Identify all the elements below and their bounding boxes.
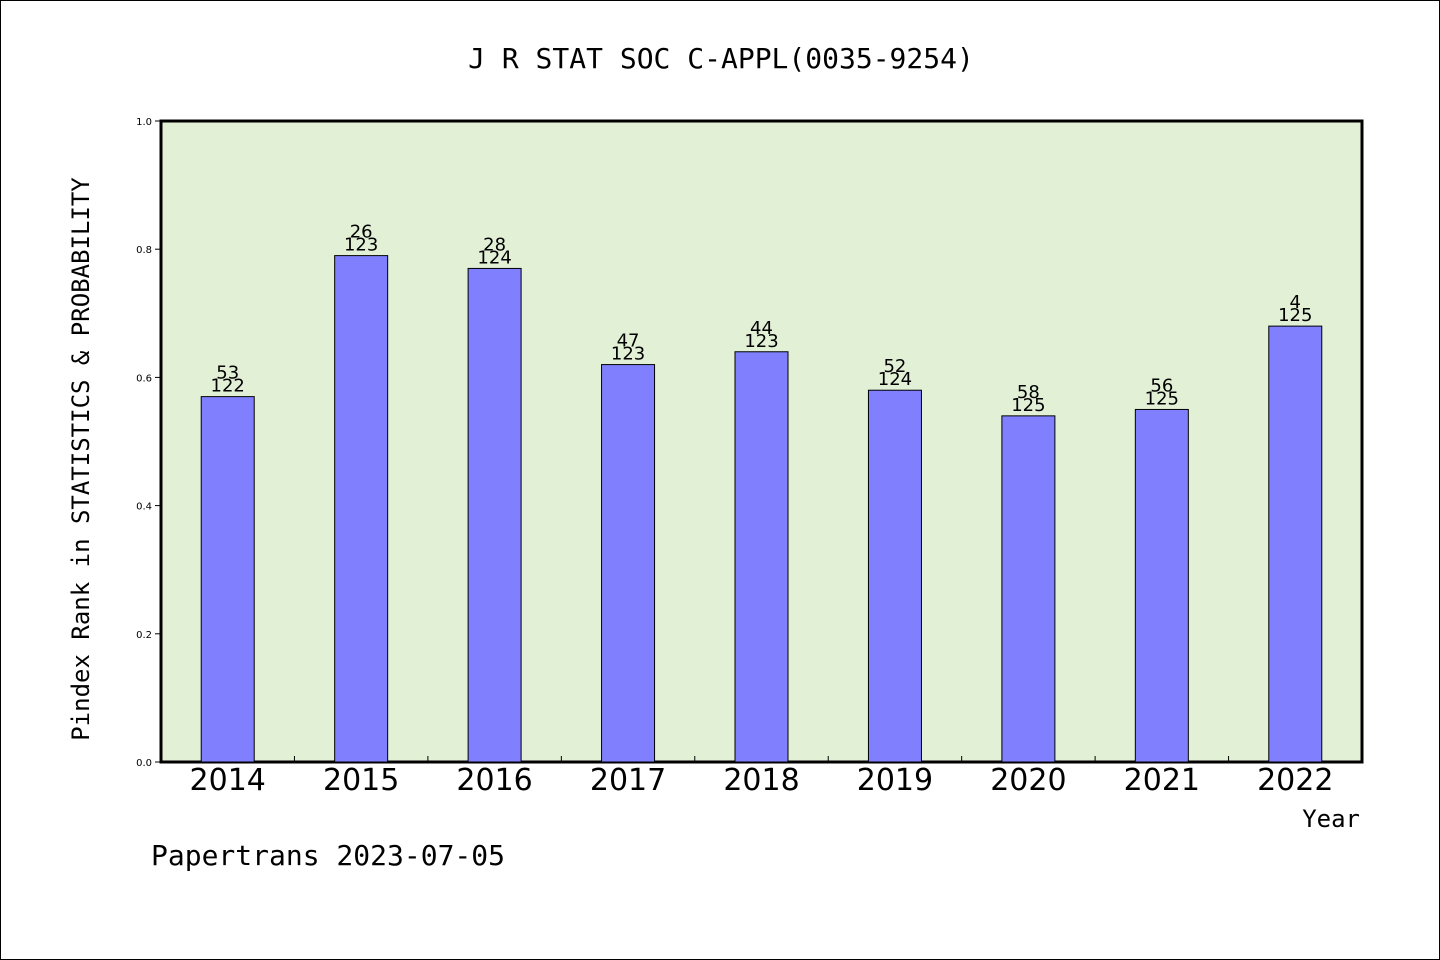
bar-2016 [467,267,522,763]
x-tick-label: 2017 [590,763,666,798]
bar-rank-label: 28 [483,234,506,255]
footer-credit: Papertrans 2023-07-05 [151,839,505,872]
x-tick-label: 2020 [990,763,1066,798]
chart-title: J R STAT SOC C-APPL(0035-9254) [468,42,974,75]
x-tick-label: 2021 [1124,763,1200,798]
bar-rank-label: 53 [216,363,239,384]
bar-2020 [1001,415,1056,763]
bar-total-label: 124 [878,369,912,390]
bar-2014 [200,396,255,763]
bar-2021 [1134,408,1189,763]
y-tick-label: 0.8 [136,245,152,256]
bar-rank-label: 26 [350,222,373,243]
y-tick-label: 1.0 [136,117,152,128]
y-tick-label: 0.4 [136,502,152,513]
bar-total-label: 123 [344,235,378,256]
x-tick-label: 2014 [190,763,266,798]
bar-rank-label: 44 [750,318,773,339]
x-tick-label: 2018 [723,763,799,798]
x-tick-label: 2016 [456,763,532,798]
y-tick-label: 0.0 [136,758,152,769]
x-tick-labels: 2014 2015 2016 2017 2018 2019 2020 2021 2022 [190,763,1334,798]
x-tick-label: 2022 [1257,763,1333,798]
bar-total-label: 124 [477,247,511,268]
bar-rank-label: 58 [1017,382,1040,403]
bar-total-label: 122 [211,376,245,397]
bars [200,255,1323,763]
bar-total-label: 125 [1278,305,1312,326]
bar-total-label: 123 [744,331,778,352]
y-tick-label: 0.6 [136,373,152,384]
x-axis-ticks [293,756,1230,762]
bar-2022 [1268,325,1323,763]
bar-2017 [601,364,656,763]
bar-total-label: 123 [611,344,645,365]
bar-rank-label: 47 [617,331,640,352]
y-axis-label: Pindex Rank in STATISTICS & PROBABILITY [67,177,95,741]
bar-rank-label: 52 [883,356,906,377]
y-axis-ticks: 0.0 0.2 0.4 0.6 0.8 1.0 [136,117,161,769]
x-axis-label: Year [1302,805,1360,833]
x-tick-label: 2019 [857,763,933,798]
bar-total-label: 125 [1145,388,1179,409]
bar-2019 [867,389,922,763]
y-tick-label: 0.2 [136,630,152,641]
bar-2015 [334,255,389,763]
bar-2018 [734,351,789,763]
bar-rank-label: 4 [1290,292,1301,313]
bar-total-label: 125 [1011,395,1045,416]
x-tick-label: 2015 [323,763,399,798]
bar-rank-label: 56 [1150,375,1173,396]
